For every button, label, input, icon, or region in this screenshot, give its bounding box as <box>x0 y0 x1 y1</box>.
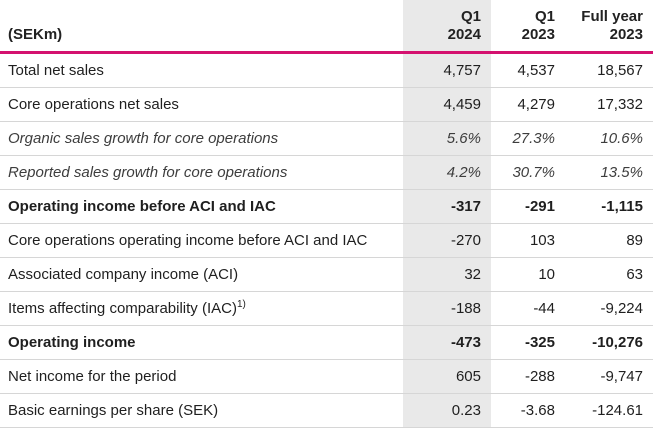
table-body: Total net sales 4,757 4,537 18,567 Core oper… <box>0 52 653 428</box>
value-full-year-2023: 89 <box>565 223 653 258</box>
value-q1-2024: 32 <box>403 257 491 292</box>
row-label: Organic sales growth for core operations <box>0 121 403 156</box>
value-q1-2024: -270 <box>403 223 491 258</box>
unit-label: (SEKm) <box>8 26 63 43</box>
value-q1-2023: 4,279 <box>491 87 565 122</box>
table-row: Basic earnings per share (SEK) 0.23 -3.68-… <box>0 393 653 428</box>
col-header-q1-2024: Q1 2024 <box>403 0 491 53</box>
value-q1-2023: 27.3% <box>491 121 565 156</box>
value-full-year-2023: -1,115 <box>565 189 653 224</box>
row-label: Operating income <box>0 325 403 360</box>
col-header-full-year-period: Full year <box>581 8 643 25</box>
table-row: Core operations operating income before … <box>0 223 653 258</box>
table-row: Items affecting comparability (IAC)1) -18… <box>0 291 653 326</box>
value-q1-2023: -288 <box>491 359 565 394</box>
value-full-year-2023: -10,276 <box>565 325 653 360</box>
col-header-q1-2023: Q1 2023 <box>491 0 565 53</box>
row-label: Core operations net sales <box>0 87 403 122</box>
table-header: (SEKm) Q1 2024 Q1 2023 Full year 2023 <box>0 0 653 53</box>
row-label: Core operations operating income before … <box>0 223 403 258</box>
col-header-full-year-year: 2023 <box>609 26 643 43</box>
row-label: Operating income before ACI and IAC <box>0 189 403 224</box>
table-row: Operating income -473 -325 -10,276 <box>0 325 653 360</box>
value-q1-2023: 103 <box>491 223 565 258</box>
value-full-year-2023: 10.6% <box>565 121 653 156</box>
value-q1-2024: -473 <box>403 325 491 360</box>
table-row: Organic sales growth for core operations… <box>0 121 653 156</box>
row-label: Items affecting comparability (IAC)1) <box>0 291 403 326</box>
table-row: Net income for the period 605 -288 -9,747 <box>0 359 653 394</box>
value-q1-2024: 5.6% <box>403 121 491 156</box>
value-q1-2024: 605 <box>403 359 491 394</box>
row-label: Net income for the period <box>0 359 403 394</box>
value-full-year-2023: -9,747 <box>565 359 653 394</box>
value-q1-2024: 4,459 <box>403 87 491 122</box>
value-q1-2023: 30.7% <box>491 155 565 190</box>
col-header-q1-2023-year: 2023 <box>521 26 555 43</box>
value-q1-2024: -317 <box>403 189 491 224</box>
col-header-q1-2024-period: Q1 <box>460 8 481 25</box>
col-header-q1-2024-year: 2024 <box>447 26 481 43</box>
value-q1-2024: -188 <box>403 291 491 326</box>
value-q1-2023: 4,537 <box>491 52 565 88</box>
value-full-year-2023: 18,567 <box>565 52 653 88</box>
value-full-year-2023: 17,332 <box>565 87 653 122</box>
row-label: Associated company income (ACI) <box>0 257 403 292</box>
value-full-year-2023: -9,224 <box>565 291 653 326</box>
value-q1-2024: 0.23 <box>403 393 491 428</box>
value-q1-2023: -3.68 <box>491 393 565 428</box>
row-label: Basic earnings per share (SEK) <box>0 393 403 428</box>
value-q1-2024: 4.2% <box>403 155 491 190</box>
table-row: Operating income before ACI and IAC -317-… <box>0 189 653 224</box>
value-full-year-2023: -124.61 <box>565 393 653 428</box>
table-row: Associated company income (ACI) 32 10 63 <box>0 257 653 292</box>
col-header-q1-2023-period: Q1 <box>534 8 555 25</box>
footnote-marker: 1) <box>236 299 246 310</box>
value-q1-2023: -291 <box>491 189 565 224</box>
value-q1-2023: 10 <box>491 257 565 292</box>
value-full-year-2023: 63 <box>565 257 653 292</box>
value-q1-2024: 4,757 <box>403 52 491 88</box>
value-q1-2023: -325 <box>491 325 565 360</box>
value-q1-2023: -44 <box>491 291 565 326</box>
row-label: Total net sales <box>0 52 403 88</box>
table-row: Total net sales 4,757 4,537 18,567 <box>0 52 653 88</box>
table-row: Core operations net sales 4,459 4,279 17,33… <box>0 87 653 122</box>
row-label: Reported sales growth for core operation… <box>0 155 403 190</box>
table-row: Reported sales growth for core operation… <box>0 155 653 190</box>
header-row: (SEKm) Q1 2024 Q1 2023 Full year 2023 <box>0 0 653 53</box>
value-full-year-2023: 13.5% <box>565 155 653 190</box>
col-header-full-year-2023: Full year 2023 <box>565 0 653 53</box>
